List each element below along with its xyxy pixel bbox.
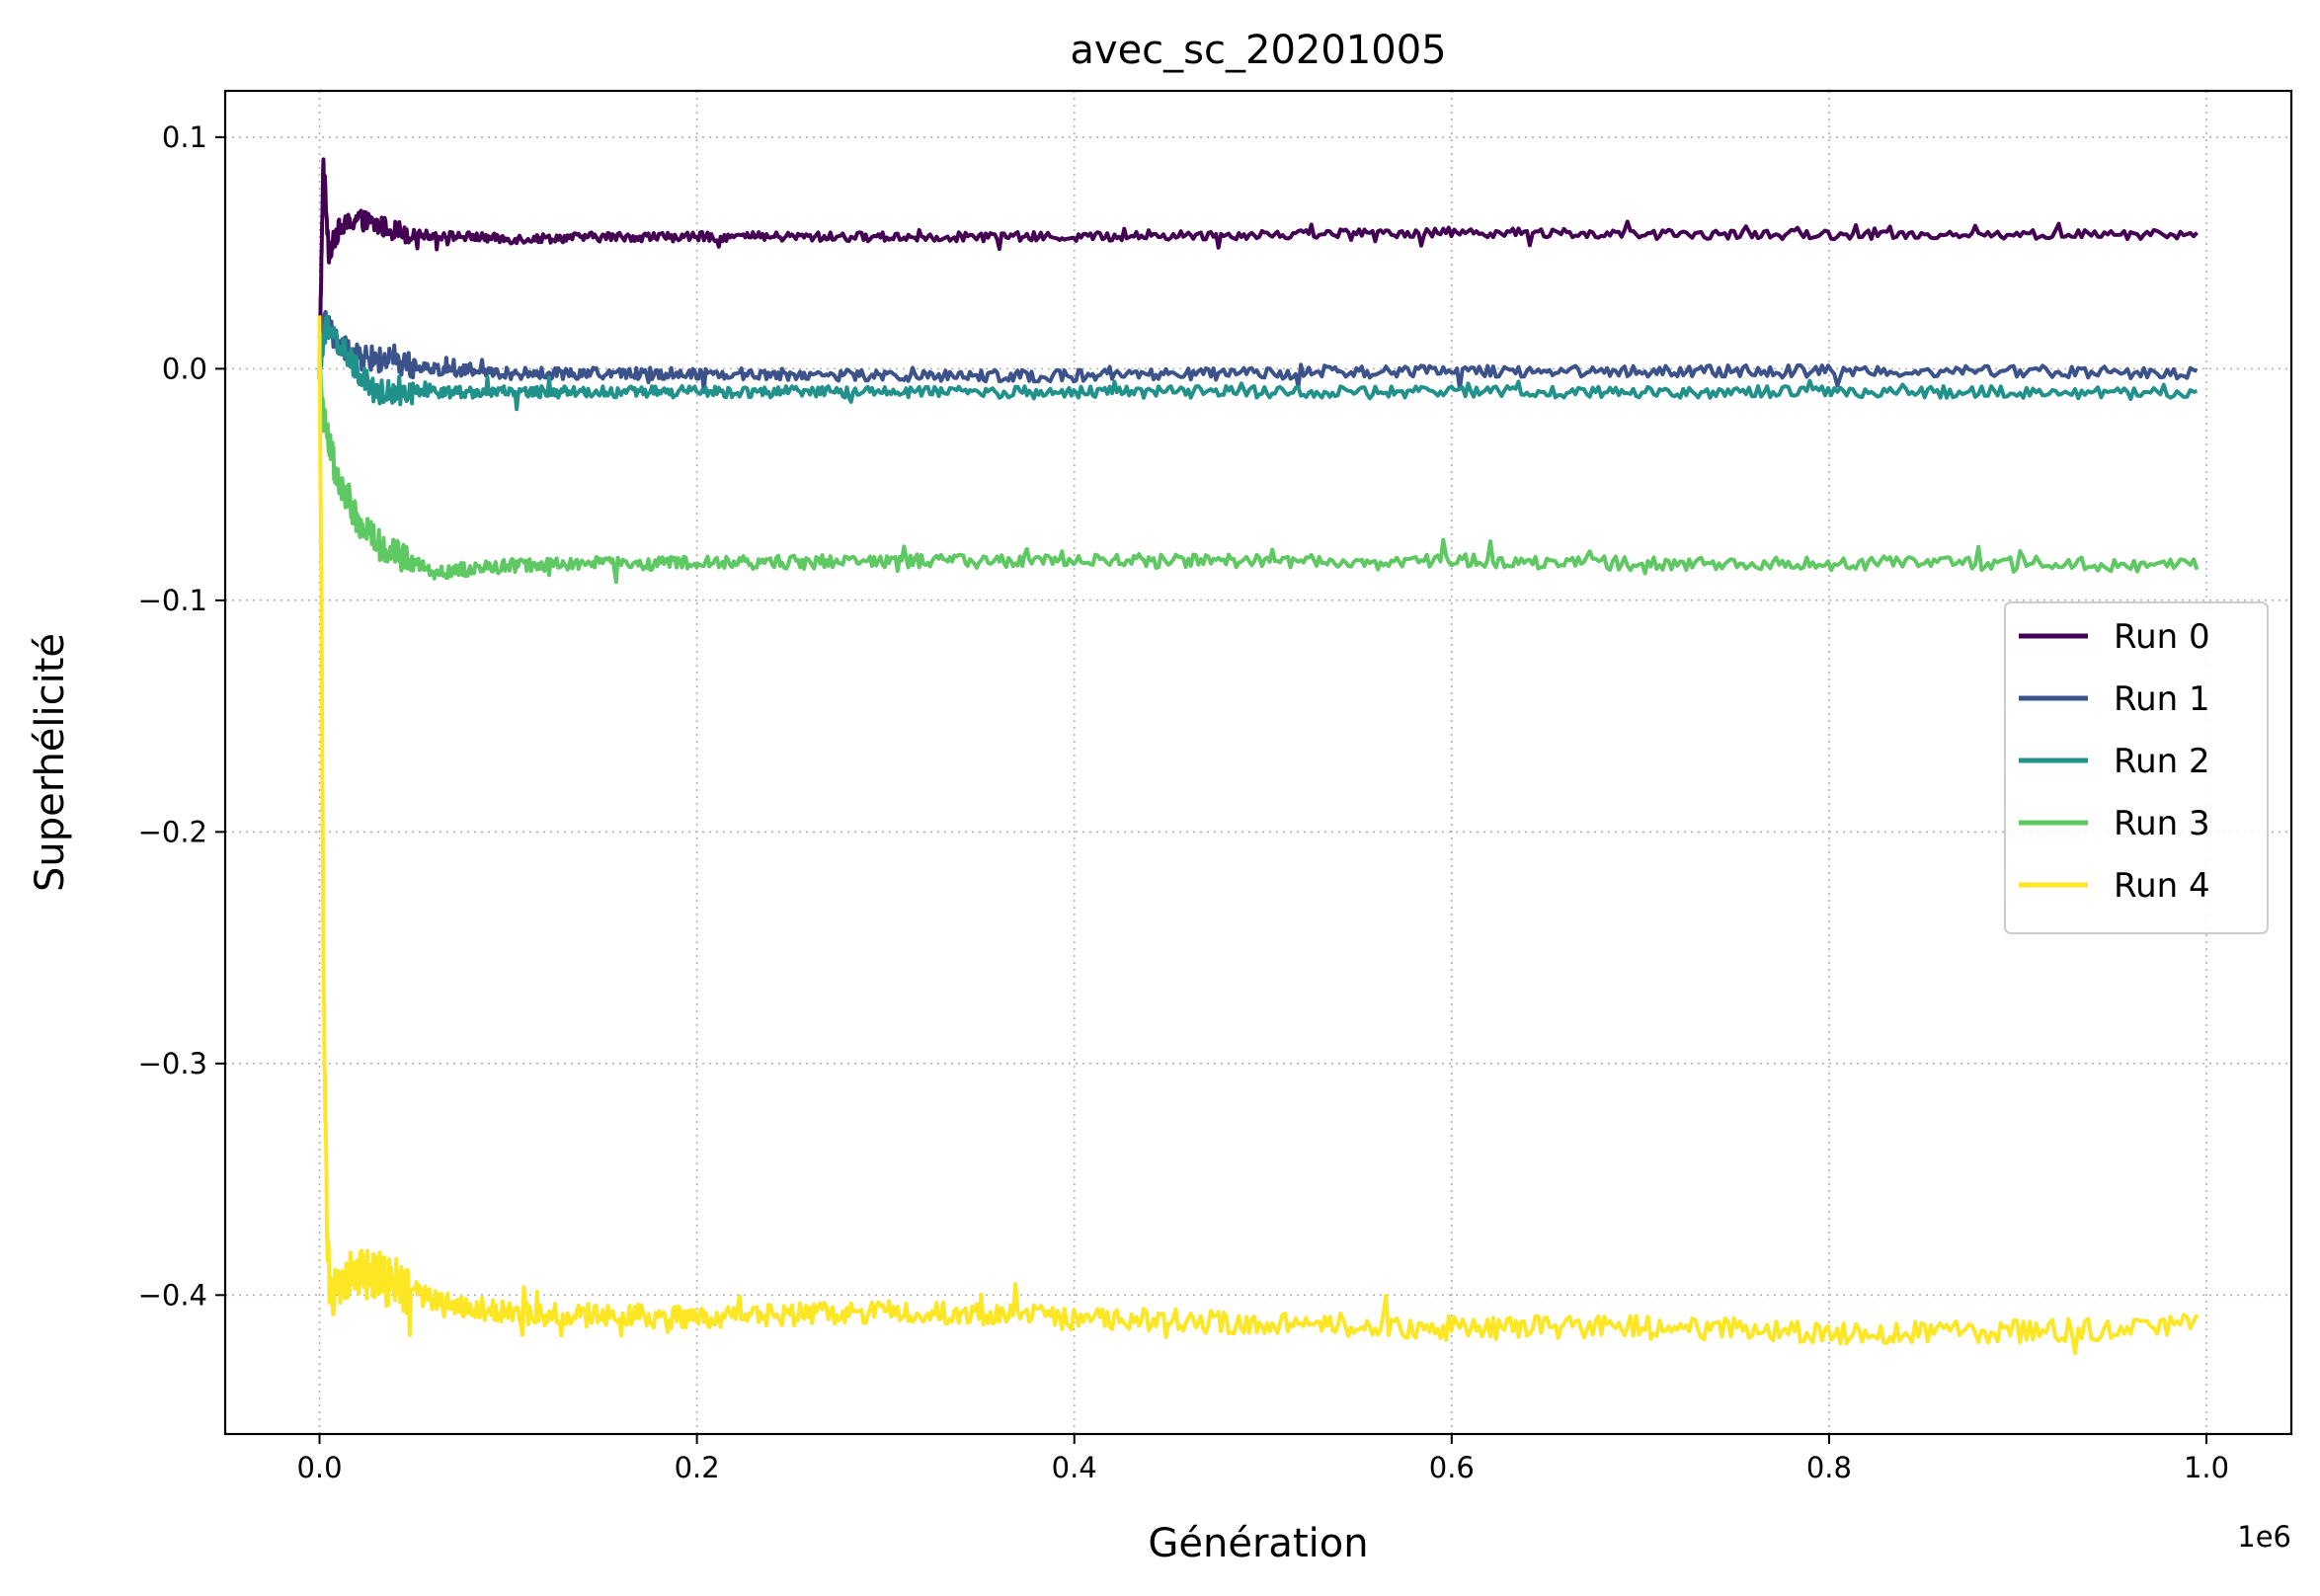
legend-label: Run 2 [2114, 742, 2210, 781]
y-tick-label: −0.3 [138, 1047, 207, 1080]
plot-frame [223, 89, 2293, 1436]
x-tick-label: 0.8 [1806, 1451, 1852, 1484]
y-tick-label: 0.0 [162, 352, 207, 385]
y-tick-label: −0.2 [138, 815, 207, 848]
y-tick-label: −0.4 [138, 1278, 207, 1312]
x-tick-label: 0.6 [1429, 1451, 1475, 1484]
y-axis-label: Superhélicité [28, 633, 73, 892]
series-line-run-1 [317, 309, 2199, 394]
x-axis-offset-text: 1e6 [2237, 1520, 2291, 1554]
ticks: 0.0 0.2 0.4 0.6 0.8 1.0 0.1 0.0 −0.1 −0.2 −0.3 −0.4 [138, 120, 2230, 1484]
series-layer [317, 157, 2200, 1356]
legend-label: Run 4 [2114, 866, 2210, 906]
legend-label: Run 3 [2114, 804, 2210, 843]
legend-box [2004, 601, 2269, 934]
x-tick-label: 1.0 [2184, 1451, 2229, 1484]
series-line-run-0 [317, 157, 2199, 365]
series-line-run-2 [317, 314, 2198, 412]
legend-label: Run 0 [2114, 617, 2210, 657]
series-line-run-3 [317, 352, 2200, 585]
y-tick-label: −0.1 [138, 584, 207, 617]
legend-label: Run 1 [2114, 679, 2210, 719]
x-tick-label: 0.2 [675, 1451, 720, 1484]
legend: Run 0 Run 1 Run 2 Run 3 Run 4 [2004, 601, 2269, 934]
y-tick-label: 0.1 [162, 120, 207, 154]
x-axis-label: Génération [1148, 1521, 1368, 1566]
series-line-run-4 [317, 315, 2200, 1356]
x-tick-label: 0.0 [296, 1451, 342, 1484]
x-tick-label: 0.4 [1052, 1451, 1097, 1484]
chart-title: avec_sc_20201005 [1070, 28, 1446, 73]
